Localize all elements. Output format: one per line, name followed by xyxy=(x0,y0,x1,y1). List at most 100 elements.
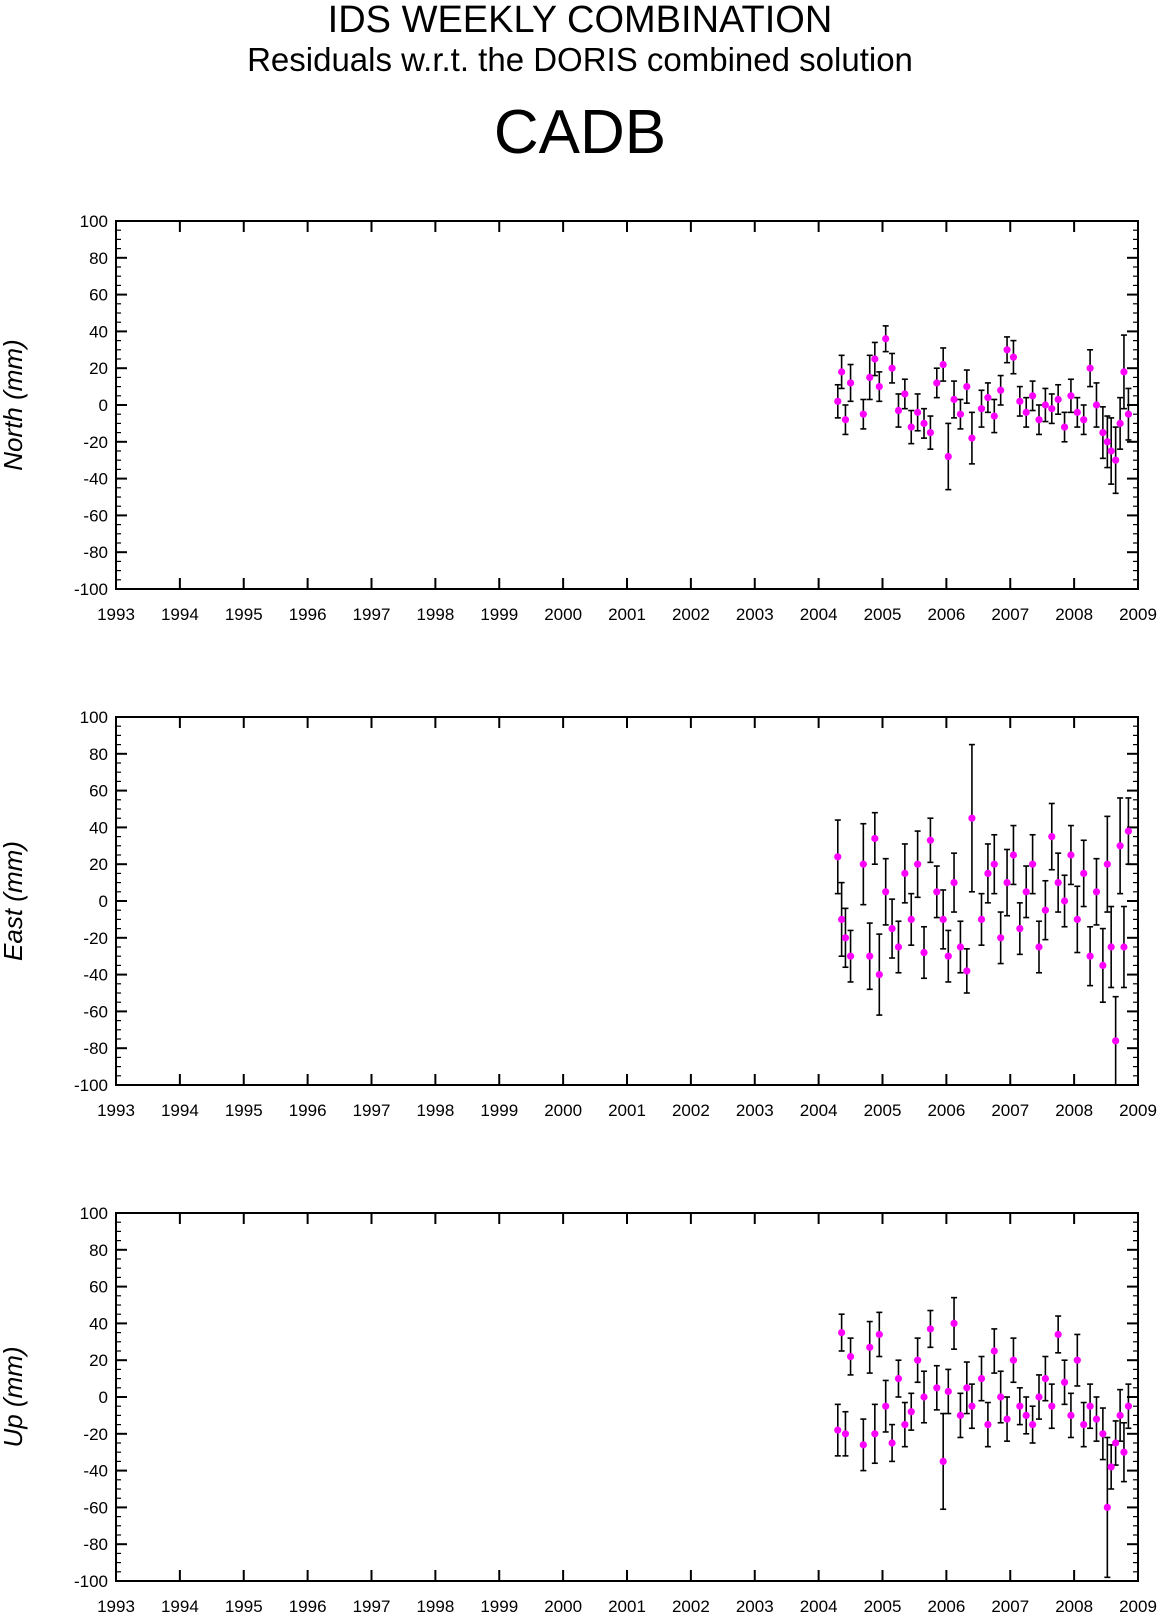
x-tick-label: 2006 xyxy=(927,1101,965,1120)
data-point xyxy=(1022,408,1030,416)
data-point xyxy=(1116,419,1124,427)
data-point xyxy=(1086,952,1094,960)
data-point xyxy=(1073,1356,1081,1364)
data-point xyxy=(875,383,883,391)
x-tick-label: 2004 xyxy=(800,1101,838,1120)
data-point xyxy=(1116,1411,1124,1419)
x-tick-label: 1998 xyxy=(416,1597,454,1616)
x-tick-label: 2003 xyxy=(736,605,774,624)
data-point xyxy=(841,1430,850,1438)
y-axis-label: Up (mm) xyxy=(0,1346,28,1447)
data-point xyxy=(939,1457,947,1465)
y-tick-label: -20 xyxy=(83,1425,108,1444)
data-point xyxy=(926,429,935,437)
y-tick-label: -60 xyxy=(83,1002,108,1021)
data-point xyxy=(963,1384,971,1392)
data-point xyxy=(1048,1402,1056,1410)
data-point xyxy=(1041,401,1049,409)
x-tick-label: 1999 xyxy=(480,1597,518,1616)
data-point xyxy=(1092,1415,1101,1423)
y-tick-label: 80 xyxy=(89,745,108,764)
data-point xyxy=(901,1421,909,1429)
data-point xyxy=(841,416,850,424)
data-point xyxy=(997,934,1005,942)
data-point xyxy=(1099,1430,1107,1438)
data-point xyxy=(984,1421,992,1429)
x-tick-label: 2008 xyxy=(1055,605,1093,624)
x-tick-label: 1996 xyxy=(289,1101,327,1120)
data-point xyxy=(963,383,971,391)
data-point xyxy=(1124,410,1133,418)
chart-title: IDS WEEKLY COMBINATION xyxy=(327,0,833,41)
data-point xyxy=(963,967,971,975)
data-point xyxy=(1041,906,1049,914)
data-point xyxy=(977,1375,986,1383)
data-point xyxy=(1009,353,1018,361)
data-point xyxy=(838,368,846,376)
data-point xyxy=(1086,364,1094,372)
data-point xyxy=(1009,851,1018,859)
y-tick-label: 20 xyxy=(89,855,108,874)
x-tick-label: 1993 xyxy=(97,1101,135,1120)
data-point xyxy=(907,1408,915,1416)
x-tick-label: 1993 xyxy=(97,605,135,624)
y-tick-label: 20 xyxy=(89,1351,108,1370)
data-point xyxy=(1016,397,1024,405)
x-tick-label: 2003 xyxy=(736,1597,774,1616)
y-tick-label: 100 xyxy=(80,1204,108,1223)
x-tick-label: 2007 xyxy=(991,605,1029,624)
data-point xyxy=(990,860,998,868)
x-tick-label: 2007 xyxy=(991,1101,1029,1120)
x-tick-label: 2007 xyxy=(991,1597,1029,1616)
x-tick-label: 1995 xyxy=(225,1101,263,1120)
data-point xyxy=(882,1402,890,1410)
data-point xyxy=(882,888,890,896)
data-point xyxy=(933,1384,941,1392)
data-point xyxy=(1080,1421,1088,1429)
x-tick-label: 1994 xyxy=(161,605,199,624)
data-point xyxy=(950,395,958,404)
data-point xyxy=(933,379,941,387)
data-point xyxy=(1060,1378,1069,1386)
data-point xyxy=(888,925,896,933)
data-point xyxy=(834,1426,842,1434)
data-point xyxy=(1016,925,1024,933)
data-point xyxy=(1107,943,1115,951)
data-point xyxy=(939,915,947,924)
x-tick-label: 2001 xyxy=(608,1597,646,1616)
x-tick-label: 2005 xyxy=(864,1597,902,1616)
data-point xyxy=(1054,395,1062,404)
data-point xyxy=(1112,1037,1120,1045)
y-tick-label: 0 xyxy=(99,892,108,911)
x-tick-label: 1994 xyxy=(161,1101,199,1120)
data-point xyxy=(1116,842,1124,850)
data-point xyxy=(1029,860,1037,868)
data-point xyxy=(871,1430,879,1438)
y-tick-label: -60 xyxy=(83,506,108,525)
y-tick-label: -100 xyxy=(74,1572,108,1591)
data-point xyxy=(859,410,867,418)
y-tick-label: 0 xyxy=(99,1388,108,1407)
data-point xyxy=(920,419,928,427)
x-tick-label: 2000 xyxy=(544,605,582,624)
data-point xyxy=(894,943,903,951)
data-point xyxy=(944,952,952,960)
data-point xyxy=(901,869,909,878)
north-panel: 100 80 60 40 20 0 -20 -40 -60 -80 -100 1993 1994 1995… xyxy=(0,212,1157,624)
data-point xyxy=(1092,401,1101,409)
data-point xyxy=(894,406,903,415)
y-tick-label: 80 xyxy=(89,249,108,268)
data-point xyxy=(1124,1402,1133,1410)
data-point xyxy=(1003,1415,1011,1423)
y-tick-label: 40 xyxy=(89,1314,108,1333)
x-tick-label: 2000 xyxy=(544,1101,582,1120)
data-point xyxy=(914,1356,922,1364)
data-point xyxy=(990,412,998,420)
data-point xyxy=(871,834,879,843)
data-point xyxy=(901,390,909,398)
y-tick-label: -40 xyxy=(83,966,108,985)
data-point xyxy=(1120,368,1128,376)
data-point xyxy=(950,879,958,887)
data-point xyxy=(888,1439,896,1447)
